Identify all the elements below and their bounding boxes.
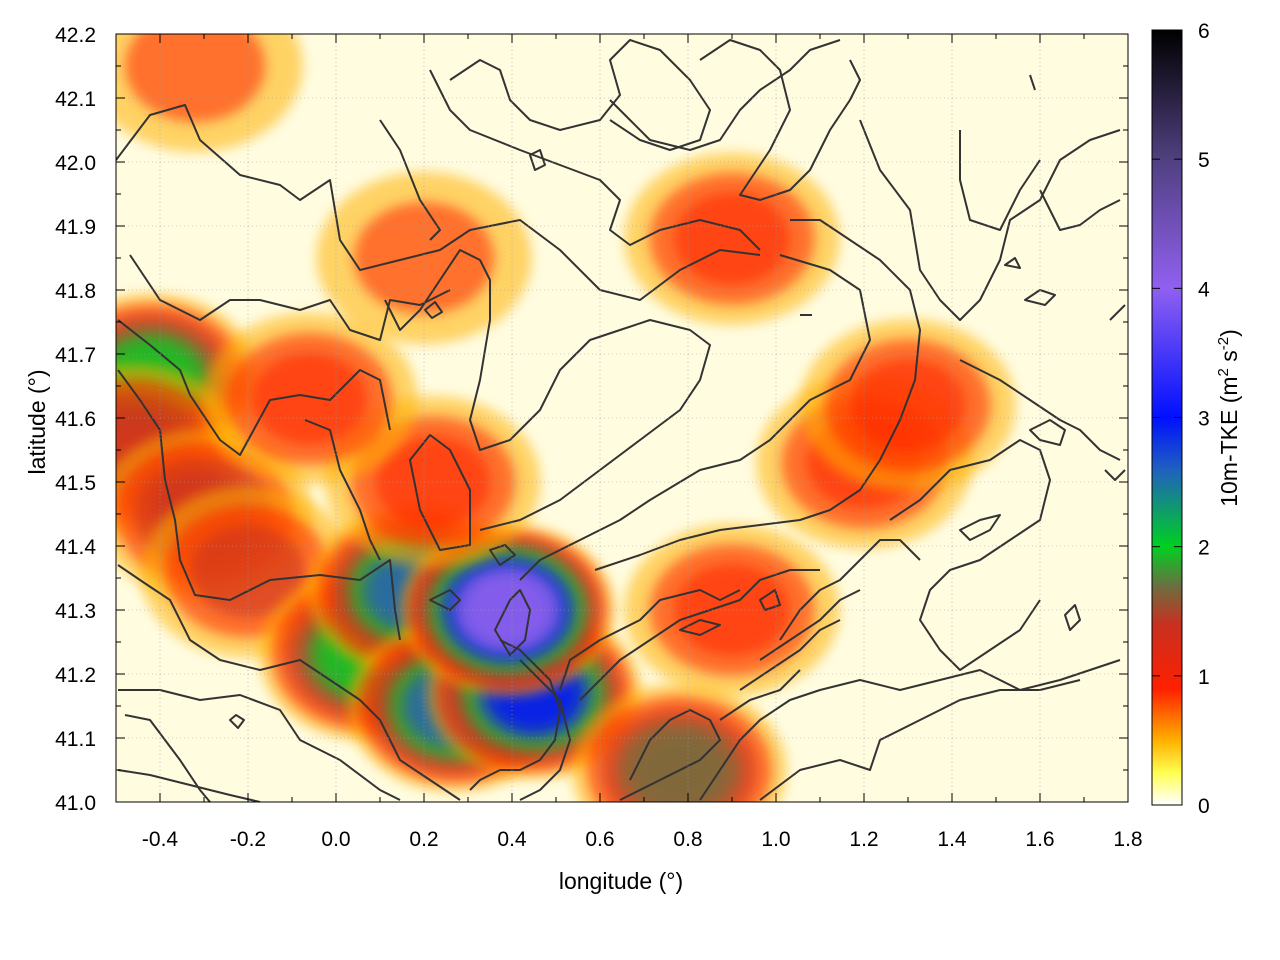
colorbar-axis: 0 1 2 3 4 5 6 [1152, 20, 1210, 818]
contour-line [1109, 304, 1126, 321]
contour-line [429, 69, 761, 251]
contour-line [609, 39, 841, 151]
contour-line [519, 254, 871, 581]
x-tick-label: 1.6 [1025, 828, 1054, 851]
tke-hotspot [674, 192, 790, 285]
y-tick-label: 41.9 [55, 216, 96, 239]
y-tick-label: 41.8 [55, 280, 96, 303]
plot-grid [116, 34, 1128, 802]
contour-line [889, 439, 1051, 671]
contour-line [117, 769, 261, 802]
tke-hotspot [850, 359, 966, 452]
contour-line [759, 589, 861, 661]
tke-hotspot [125, 34, 266, 122]
contour-line [1029, 419, 1066, 446]
contour-line [579, 569, 820, 701]
contour-line [424, 301, 443, 319]
tke-hotspot [467, 578, 548, 642]
x-tick-label: 1.2 [849, 828, 878, 851]
x-tick-label: 0.0 [321, 828, 350, 851]
y-axis: 41.0 41.1 41.2 41.3 41.4 41.5 41.6 41.7 41.8 41.9… [55, 24, 1128, 815]
y-tick-label: 41.4 [55, 536, 96, 559]
contour-line [739, 619, 841, 691]
contour-line [959, 514, 1001, 541]
y-tick-label: 41.3 [55, 600, 96, 623]
contour-line [779, 539, 921, 641]
contour-line [1064, 604, 1081, 631]
x-tick-label: -0.2 [230, 828, 266, 851]
x-tick-label: -0.4 [142, 828, 179, 851]
contour-line [559, 589, 741, 691]
tke-hotspot [190, 525, 306, 618]
x-tick-label: 0.8 [673, 828, 702, 851]
contour-line [759, 679, 1081, 801]
colorbar-tick-label: 0 [1198, 795, 1210, 818]
x-tick-label: 1.0 [761, 828, 790, 851]
contour-line [1024, 289, 1056, 306]
x-axis-label: longitude (°) [559, 868, 683, 894]
y-tick-label: 41.7 [55, 344, 96, 367]
terrain-contours [116, 39, 1126, 802]
contour-line [959, 359, 1121, 461]
contour-line [959, 130, 1041, 231]
x-tick-label: 0.4 [497, 828, 527, 851]
y-tick-label: 41.0 [55, 792, 96, 815]
colorbar-tick-label: 5 [1198, 149, 1210, 172]
contour-line [1004, 257, 1021, 269]
contour-line [469, 639, 561, 791]
y-tick-label: 42.1 [55, 88, 96, 111]
contour-line [699, 659, 1121, 801]
x-tick-label: 1.4 [937, 828, 967, 851]
contour-line [1104, 469, 1126, 481]
tke-hotspot [252, 352, 368, 445]
contour-line [429, 589, 461, 611]
colorbar-tick-label: 4 [1198, 278, 1210, 301]
contour-line [129, 254, 451, 341]
contour-line [594, 219, 921, 571]
contour-line [859, 119, 1121, 321]
colorbar-tick-label: 2 [1198, 537, 1210, 560]
contour-line [304, 419, 381, 561]
contour-line [229, 714, 245, 729]
contour-line [118, 689, 401, 801]
contour-line [409, 434, 471, 551]
y-tick-label: 41.1 [55, 728, 96, 751]
contour-line [117, 319, 391, 456]
colorbar-label: 10m-TKE (m2 s-2) [1215, 329, 1242, 507]
contour-line [1029, 74, 1036, 91]
y-axis-label: latitude (°) [24, 369, 50, 474]
y-tick-label: 42.0 [55, 152, 96, 175]
tke-hotspot [631, 732, 727, 802]
y-tick-label: 41.5 [55, 472, 96, 495]
x-axis: -0.4 -0.2 0.0 0.2 0.4 0.6 0.8 1.0 1.2 1.4 1.6 1.8 [115, 34, 1143, 851]
contour-line [719, 669, 801, 721]
contour-line [759, 589, 781, 611]
contour-line [117, 564, 461, 801]
colorbar-tick-label: 1 [1198, 666, 1210, 689]
colorbar-tick-label: 3 [1198, 408, 1210, 431]
contour-line [529, 149, 546, 171]
contour-line [124, 714, 211, 802]
colorbar-tick-label: 6 [1198, 20, 1210, 43]
contour-line [679, 619, 721, 636]
contour-line [489, 544, 516, 566]
contour-line [494, 589, 531, 656]
x-tick-label: 0.2 [409, 828, 438, 851]
contour-line [384, 249, 711, 531]
contour-line [699, 39, 861, 201]
contour-line [449, 39, 711, 151]
contour-line [117, 369, 401, 641]
contour-line [1039, 189, 1121, 231]
x-tick-label: 1.8 [1113, 828, 1142, 851]
contour-line [619, 709, 721, 801]
y-tick-label: 42.2 [55, 24, 96, 47]
y-tick-label: 41.2 [55, 664, 96, 687]
contour-line [519, 659, 571, 801]
contour-line [379, 119, 441, 241]
contour-line [116, 104, 761, 301]
x-tick-label: 0.6 [585, 828, 614, 851]
y-tick-label: 41.6 [55, 408, 96, 431]
